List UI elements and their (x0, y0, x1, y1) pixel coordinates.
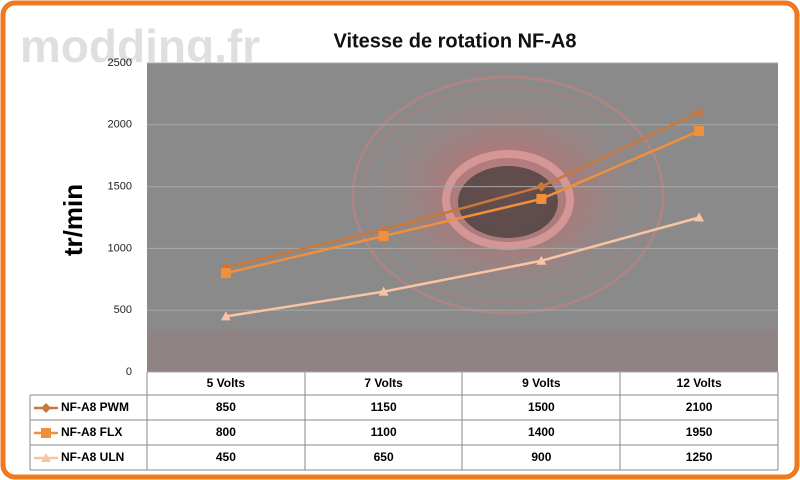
y-tick-label: 500 (114, 304, 132, 316)
table-header: 5 Volts (207, 376, 246, 390)
data-point (220, 311, 231, 321)
table-value: 900 (531, 450, 551, 464)
chart-title: Vitesse de rotation NF-A8 (333, 30, 576, 52)
y-axis-label: tr/min (58, 184, 88, 256)
table-value: 1400 (528, 425, 555, 439)
legend-label: NF-A8 PWM (61, 400, 129, 414)
table-value: 1500 (528, 400, 555, 414)
legend-marker (41, 403, 51, 413)
table-header: 12 Volts (677, 376, 722, 390)
legend-marker (41, 453, 51, 462)
y-tick-label: 1000 (108, 242, 132, 254)
data-point (694, 107, 705, 118)
legend-label: NF-A8 ULN (61, 450, 124, 464)
table-value: 1150 (371, 400, 397, 414)
series-line (225, 111, 700, 269)
table-header: 9 Volts (522, 376, 561, 390)
table-value: 2100 (686, 400, 713, 414)
y-tick-label: 2000 (108, 119, 132, 131)
table-value: 1950 (686, 425, 713, 439)
y-tick-label: 1500 (108, 181, 132, 193)
table-value: 850 (216, 400, 236, 414)
data-point (536, 181, 547, 192)
data-point (694, 212, 705, 222)
legend-label: NF-A8 FLX (61, 425, 122, 439)
data-point (694, 125, 705, 136)
table-value: 650 (374, 450, 394, 464)
data-point (220, 268, 231, 279)
data-point (378, 286, 389, 296)
y-tick-label: 0 (126, 366, 132, 378)
table-value: 1250 (686, 450, 713, 464)
table-header: 7 Volts (364, 376, 403, 390)
data-point (536, 193, 547, 204)
data-point (378, 231, 389, 242)
legend-marker (41, 428, 51, 438)
y-tick-label: 2500 (108, 57, 132, 69)
table-value: 450 (216, 450, 236, 464)
table-value: 800 (216, 425, 236, 439)
data-point (536, 255, 547, 265)
table-value: 1100 (371, 425, 397, 439)
series-line (225, 129, 700, 275)
series-line (225, 216, 700, 318)
